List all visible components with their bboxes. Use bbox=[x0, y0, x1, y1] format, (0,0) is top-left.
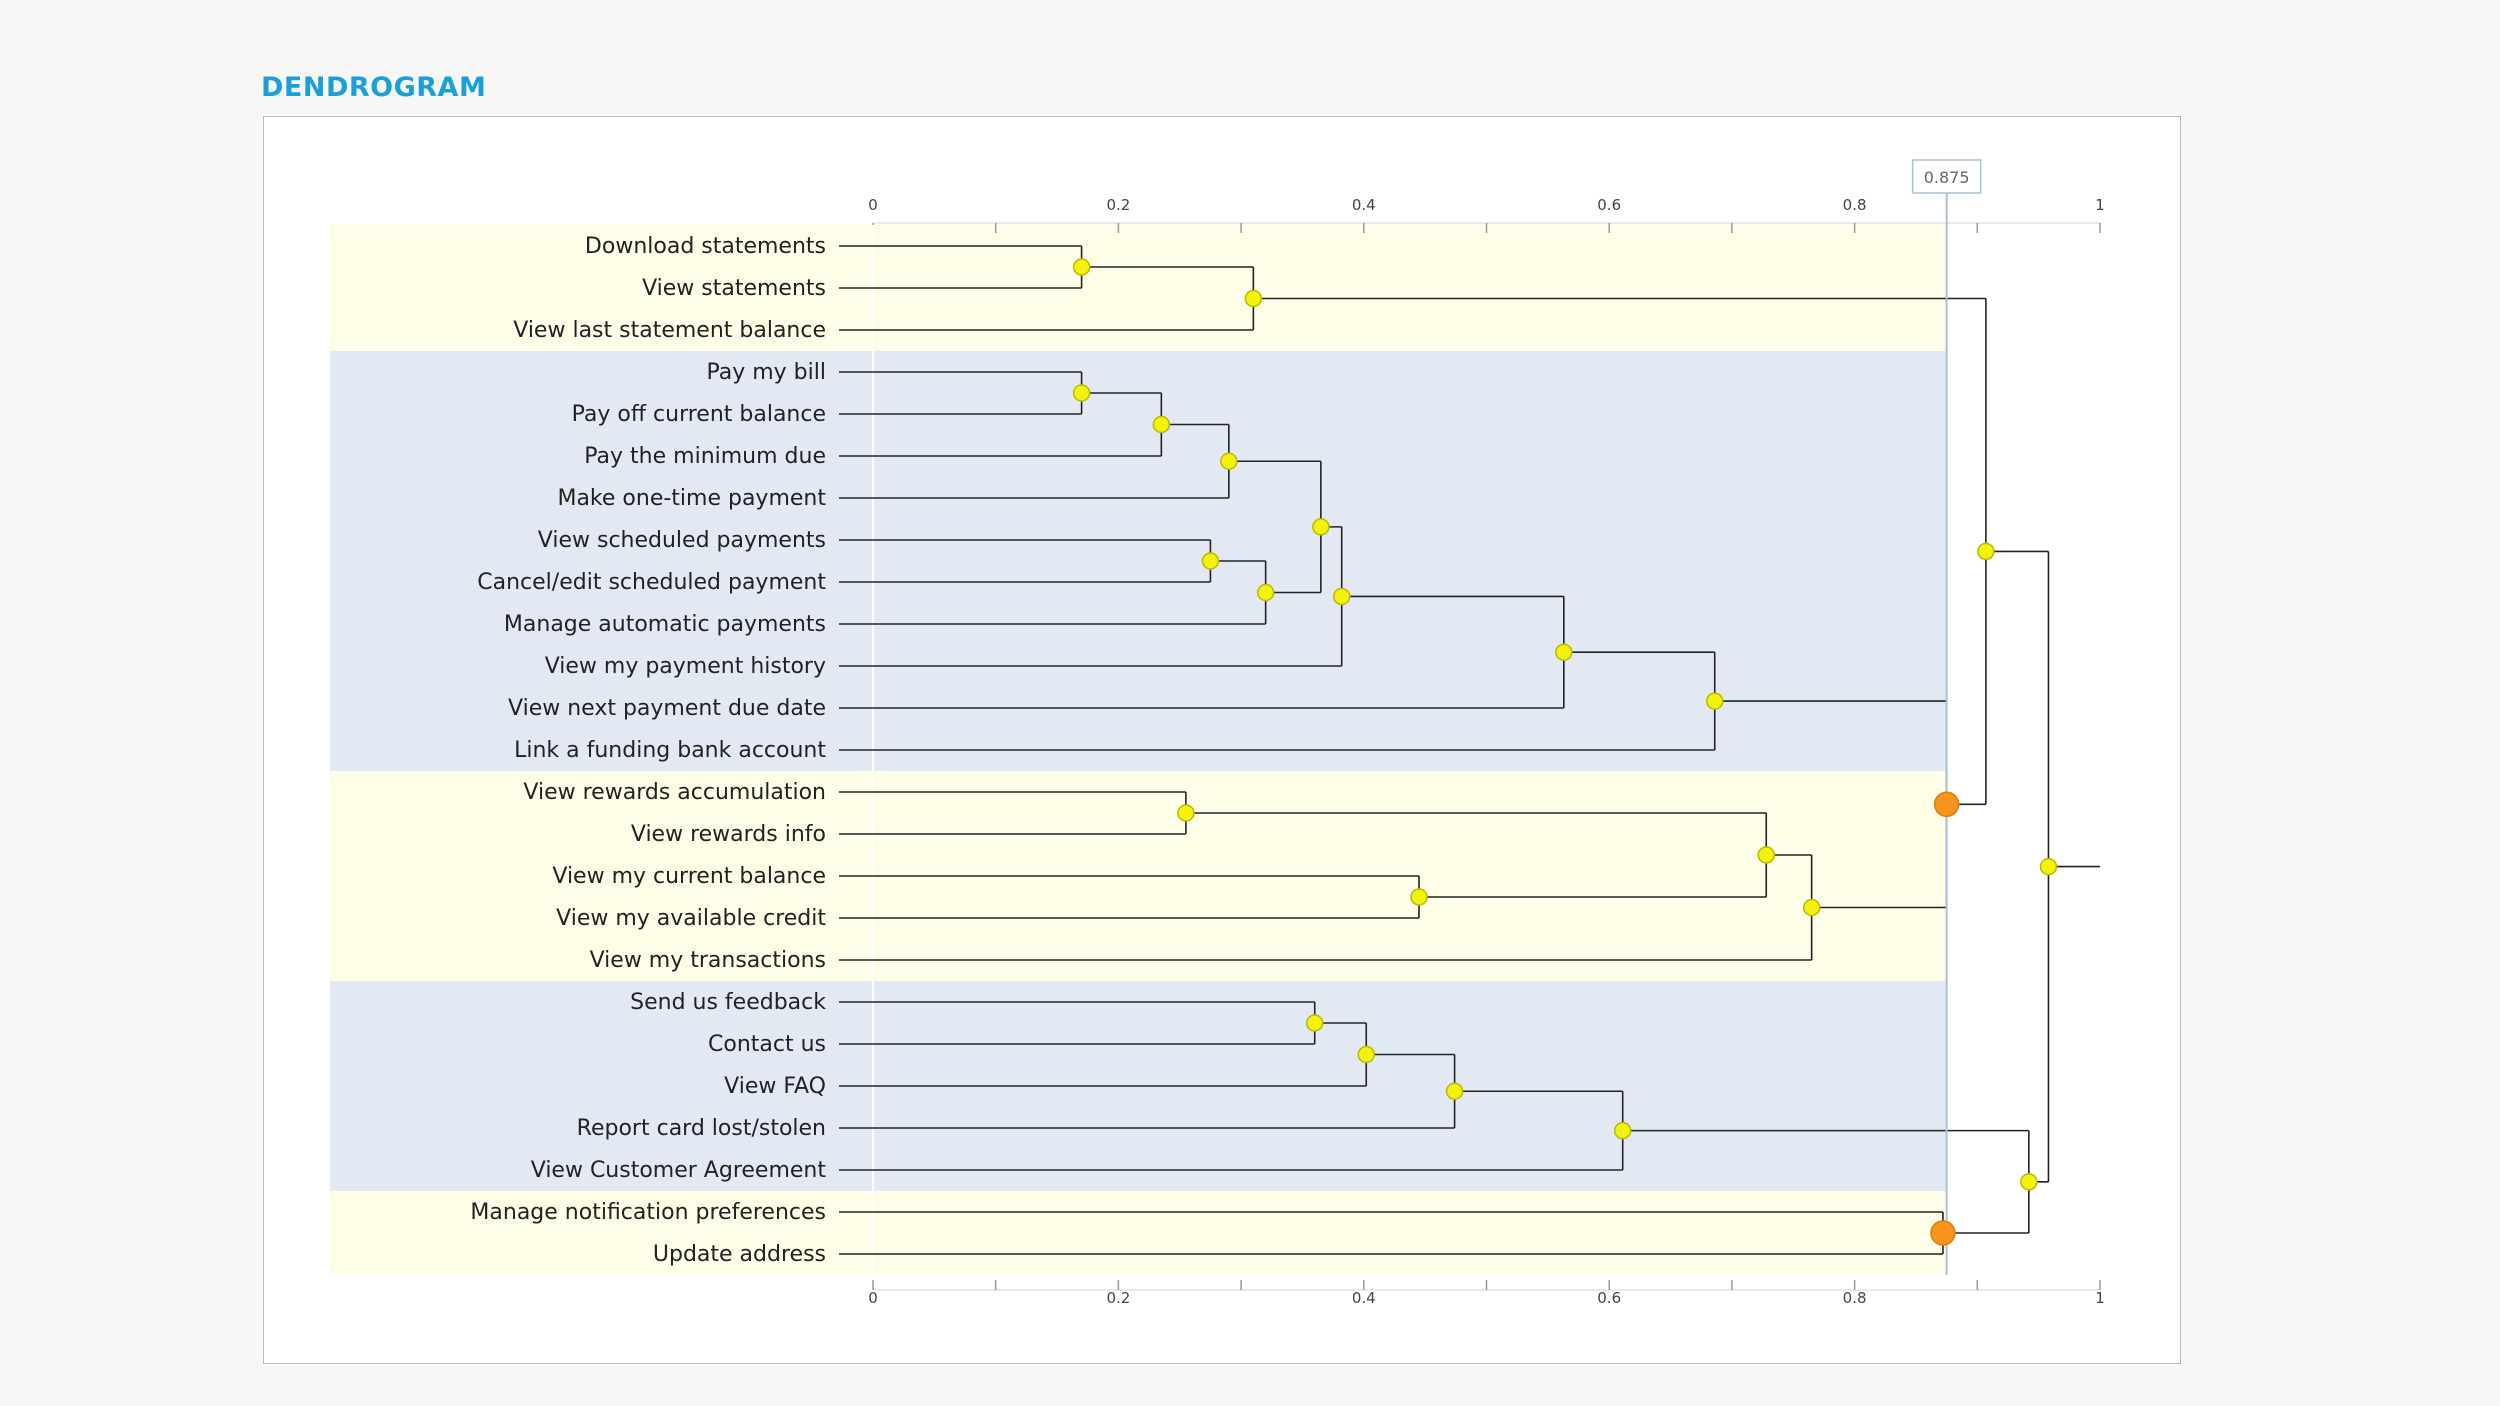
merge-node-G bbox=[1256, 583, 1275, 602]
bottom-tick-label: 0 bbox=[868, 1289, 878, 1307]
cluster-bands bbox=[330, 225, 1947, 1275]
leaf-label: View next payment due date bbox=[508, 696, 826, 721]
merge-node-F bbox=[1201, 552, 1220, 570]
merge-nodes bbox=[1072, 258, 2058, 1246]
bottom-axis: 0 0.2 0.4 0.6 0.8 1 bbox=[868, 225, 2105, 1307]
top-tick-label: 0.4 bbox=[1352, 196, 1376, 214]
leaf-label: Pay the minimum due bbox=[584, 444, 826, 469]
bottom-tick-label: 0.6 bbox=[1597, 1289, 1621, 1307]
merge-node-H bbox=[1312, 518, 1330, 536]
merge-node-B bbox=[1244, 289, 1263, 308]
leaf-label: View my current balance bbox=[552, 864, 826, 889]
leaf-label: View scheduled payments bbox=[538, 528, 826, 553]
leaf-label: Pay my bill bbox=[706, 360, 826, 385]
leaf-label: View my transactions bbox=[590, 948, 826, 973]
top-tick-label: 0.8 bbox=[1843, 196, 1867, 214]
bottom-tick-label: 0.4 bbox=[1352, 1289, 1376, 1307]
leaf-label: Pay off current balance bbox=[572, 402, 826, 427]
merge-node-M bbox=[1177, 804, 1195, 822]
top-tick-label: 0 bbox=[868, 196, 878, 214]
leaf-label: Cancel/edit scheduled payment bbox=[477, 570, 826, 595]
leaf-label: Contact us bbox=[708, 1032, 826, 1057]
cut-threshold: 0.875 bbox=[1911, 159, 1982, 1275]
merge-node-K bbox=[1705, 692, 1724, 710]
merge-node-T bbox=[1305, 1014, 1324, 1032]
leaf-label: Manage notification preferences bbox=[470, 1200, 826, 1225]
cluster-band-2 bbox=[330, 351, 1947, 771]
leaf-label: View FAQ bbox=[724, 1074, 826, 1099]
cluster-node-X bbox=[1930, 1220, 1956, 1246]
leaf-label: Report card lost/stolen bbox=[577, 1116, 826, 1141]
merge-node-E bbox=[1220, 452, 1238, 470]
leaf-label: View rewards accumulation bbox=[523, 780, 826, 805]
leaf-label: View my payment history bbox=[545, 654, 826, 679]
leaf-label: View my available credit bbox=[556, 906, 826, 931]
merge-node-D bbox=[1152, 415, 1171, 434]
leaf-label: Manage automatic payments bbox=[504, 612, 826, 637]
cluster-band-5 bbox=[330, 1191, 1947, 1275]
top-tick-label: 0.6 bbox=[1597, 196, 1621, 214]
merge-node-W bbox=[1613, 1121, 1632, 1140]
merge-node-N bbox=[1410, 888, 1428, 906]
cut-value-label: 0.875 bbox=[1924, 168, 1970, 187]
cut-value-box bbox=[1911, 159, 1982, 194]
cluster-node-R bbox=[1933, 791, 1960, 818]
merge-node-C bbox=[1072, 384, 1091, 402]
merge-node-Q bbox=[1802, 898, 1821, 917]
leaf-label: Link a funding bank account bbox=[514, 738, 826, 763]
bottom-tick-label: 0.2 bbox=[1106, 1289, 1130, 1307]
merge-node-V bbox=[1445, 1082, 1464, 1100]
merge-node-S bbox=[1977, 542, 1995, 561]
merge-node-P bbox=[1757, 846, 1776, 864]
leaf-label: View statements bbox=[642, 276, 826, 301]
merge-node-J bbox=[1555, 643, 1573, 661]
leaf-label: View rewards info bbox=[631, 822, 826, 847]
dendrogram-panel: 0 0.2 0.4 0.6 0.8 1 0 0.2 0.4 0.6 0.8 1 Download s… bbox=[263, 116, 2181, 1364]
leaf-labels: Download statements View statements View l… bbox=[470, 234, 826, 1267]
leaf-label: Download statements bbox=[585, 234, 826, 259]
dendrogram-svg: 0 0.2 0.4 0.6 0.8 1 0 0.2 0.4 0.6 0.8 1 Download s… bbox=[330, 159, 2105, 1307]
merge-node-Y bbox=[2020, 1173, 2038, 1191]
merge-node-Z bbox=[2039, 857, 2058, 876]
leaf-label: View last statement balance bbox=[513, 318, 826, 343]
merge-node-I bbox=[1332, 587, 1351, 606]
top-tick-label: 0.2 bbox=[1106, 196, 1130, 214]
bottom-tick-label: 1 bbox=[2095, 1289, 2105, 1307]
merge-node-U bbox=[1357, 1045, 1376, 1064]
leaf-label: View Customer Agreement bbox=[531, 1158, 827, 1183]
leaf-label: Send us feedback bbox=[630, 990, 826, 1015]
top-tick-label: 1 bbox=[2095, 196, 2105, 214]
leaf-label: Make one-time payment bbox=[557, 486, 826, 511]
bottom-tick-label: 0.8 bbox=[1843, 1289, 1867, 1307]
merge-node-A bbox=[1072, 258, 1091, 276]
chart-title: DENDROGRAM bbox=[261, 72, 487, 103]
leaf-label: Update address bbox=[653, 1242, 826, 1267]
